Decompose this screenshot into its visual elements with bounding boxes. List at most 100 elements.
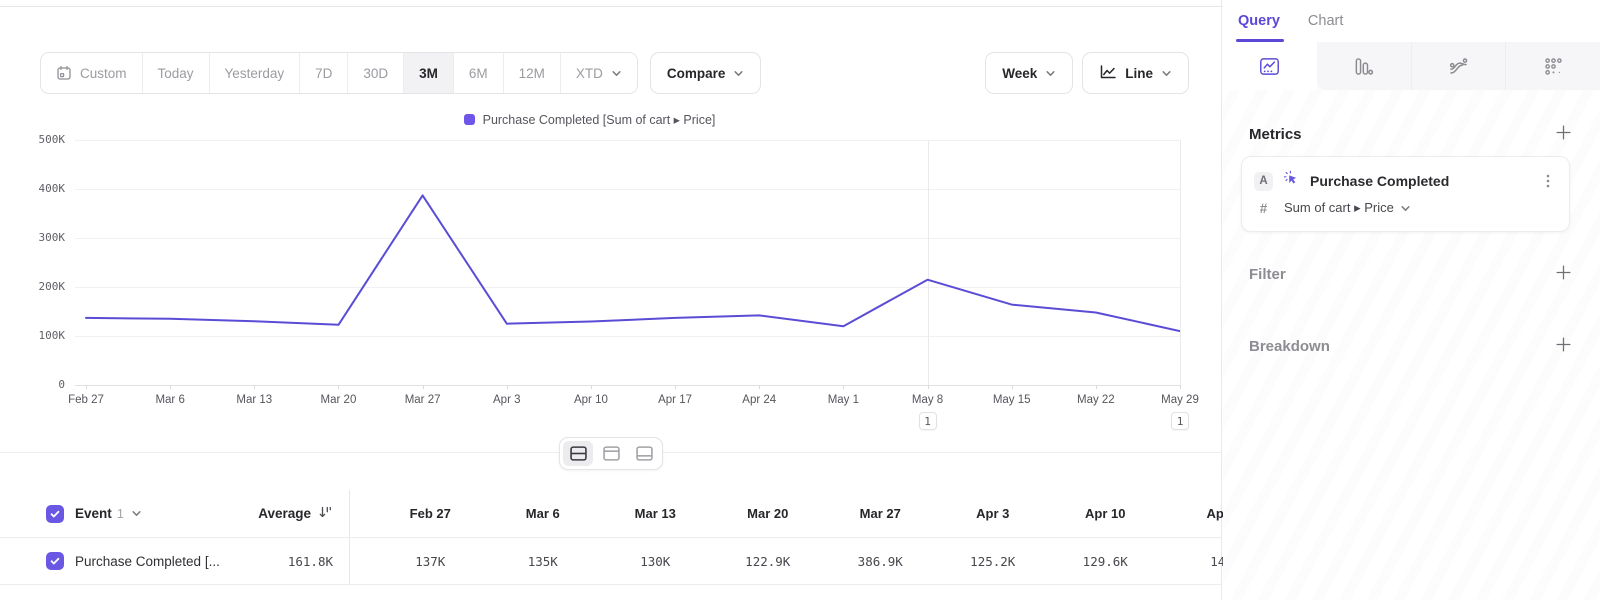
metrics-title: Metrics bbox=[1249, 125, 1302, 143]
line-chart-plot[interactable]: 0 100K 200K 300K 400K 500K Feb 27 Mar 6 Mar 13 Ma… bbox=[39, 133, 1199, 430]
compare-button[interactable]: Compare bbox=[649, 52, 762, 94]
x-axis-label: May 22 bbox=[1076, 394, 1115, 406]
range-12m[interactable]: 12M bbox=[503, 53, 561, 93]
tab-query[interactable]: Query bbox=[1236, 0, 1284, 42]
metrics-header: Metrics bbox=[1249, 122, 1574, 146]
filter-title: Filter bbox=[1249, 265, 1286, 283]
date-column-header[interactable]: Apr 3 bbox=[976, 506, 1010, 521]
layout-split-view-button[interactable] bbox=[563, 441, 593, 466]
x-axis-label: Mar 13 bbox=[236, 394, 273, 406]
table-row-left: Purchase Completed [... 161.8K bbox=[0, 538, 350, 584]
cell-value: 137K bbox=[415, 553, 446, 569]
row-values: 137K 135K 130K 122.9K 386.9K 125.2K 129.6K 14 bbox=[374, 553, 1225, 569]
range-today[interactable]: Today bbox=[142, 53, 210, 93]
panel-tabs: Query Chart bbox=[1223, 0, 1600, 42]
select-all-checkbox[interactable] bbox=[46, 504, 64, 523]
legend-label: Purchase Completed [Sum of cart ▸ Price] bbox=[482, 113, 716, 127]
plus-icon bbox=[1555, 124, 1572, 144]
x-axis-tick bbox=[759, 385, 761, 389]
y-axis-label: 500K bbox=[38, 133, 66, 146]
property-selector[interactable]: Sum of cart ▸ Price bbox=[1284, 200, 1411, 216]
range-3m[interactable]: 3M bbox=[404, 53, 454, 93]
metric-card[interactable]: A Purchase Completed # Sum of cart ▸ Pri… bbox=[1241, 156, 1570, 232]
compare-label: Compare bbox=[666, 65, 726, 81]
range-30d[interactable]: 30D bbox=[348, 53, 405, 93]
x-axis-tick bbox=[590, 385, 592, 389]
chart-legend[interactable]: Purchase Completed [Sum of cart ▸ Price] bbox=[0, 112, 1179, 127]
range-7d[interactable]: 7D bbox=[300, 53, 349, 93]
chart-type-button[interactable]: Line bbox=[1082, 52, 1189, 94]
table-row[interactable]: Purchase Completed [... 161.8K 137K 135K 1… bbox=[0, 538, 1225, 585]
date-range-picker: Custom Today Yesterday 7D 30D 3M 6M 12M XTD bbox=[40, 52, 638, 94]
row-series-name: Purchase Completed [... bbox=[75, 553, 220, 569]
sort-descending-icon bbox=[318, 505, 333, 522]
range-xtd[interactable]: XTD bbox=[560, 53, 637, 93]
date-column-header[interactable]: Apr 10 bbox=[1085, 506, 1126, 521]
chart-type-retention-grid[interactable] bbox=[1505, 42, 1600, 90]
range-yesterday[interactable]: Yesterday bbox=[209, 53, 301, 93]
annotation-count-badge[interactable]: 1 bbox=[918, 412, 937, 430]
query-panel: Query Chart Metrics A Purchase Completed… bbox=[1223, 0, 1600, 600]
x-axis-tick bbox=[927, 385, 929, 389]
y-axis-label: 200K bbox=[38, 280, 66, 293]
chevron-down-icon bbox=[1045, 68, 1056, 79]
kebab-menu-icon[interactable] bbox=[1539, 171, 1557, 191]
x-axis-tick bbox=[1095, 385, 1097, 389]
date-column-header[interactable]: Mar 13 bbox=[634, 506, 676, 521]
series-letter-badge: A bbox=[1254, 171, 1273, 191]
range-custom[interactable]: Custom bbox=[41, 53, 143, 93]
add-filter-button[interactable] bbox=[1553, 262, 1574, 286]
bar-chart-icon bbox=[1353, 56, 1374, 77]
event-spark-icon bbox=[1283, 170, 1300, 192]
metric-card-row1: A Purchase Completed bbox=[1242, 157, 1569, 192]
cell-value: 130K bbox=[640, 553, 671, 569]
x-axis-tick bbox=[1011, 385, 1013, 389]
x-axis-tick bbox=[338, 385, 340, 389]
insights-line-icon bbox=[1259, 56, 1280, 77]
range-6m[interactable]: 6M bbox=[453, 53, 504, 93]
granularity-button[interactable]: Week bbox=[985, 52, 1074, 94]
date-column-header[interactable]: Feb 27 bbox=[409, 506, 451, 521]
layout-table-only-button[interactable] bbox=[629, 441, 659, 466]
annotation-count-badge[interactable]: 1 bbox=[1171, 412, 1189, 430]
row-checkbox[interactable] bbox=[46, 552, 64, 570]
add-metric-button[interactable] bbox=[1553, 122, 1574, 146]
annotation-line bbox=[1180, 140, 1181, 385]
tab-chart[interactable]: Chart bbox=[1307, 13, 1344, 29]
chart-type-bar-chart[interactable] bbox=[1316, 42, 1411, 90]
gridline bbox=[75, 140, 1180, 141]
chart-type-insights-line[interactable] bbox=[1223, 42, 1317, 90]
chart-type-flow[interactable] bbox=[1410, 42, 1506, 90]
event-count: 1 bbox=[116, 506, 124, 521]
date-column-header[interactable]: Mar 20 bbox=[747, 506, 789, 521]
x-axis-label: May 1 bbox=[827, 394, 860, 406]
average-column-header[interactable]: Average bbox=[258, 505, 333, 522]
legend-swatch bbox=[463, 114, 475, 125]
retention-grid-icon bbox=[1543, 56, 1564, 77]
chevron-down-icon[interactable] bbox=[131, 508, 142, 519]
x-axis-label: Apr 10 bbox=[573, 394, 608, 406]
x-axis-tick bbox=[1180, 385, 1181, 389]
metric-name: Purchase Completed bbox=[1310, 173, 1450, 189]
filter-header: Filter bbox=[1249, 262, 1574, 286]
x-axis-tick bbox=[506, 385, 508, 389]
date-column-header[interactable]: Mar 6 bbox=[525, 506, 560, 521]
x-axis-tick bbox=[86, 385, 87, 389]
x-axis-label: Mar 20 bbox=[320, 394, 357, 406]
gridline bbox=[75, 238, 1180, 239]
x-axis-tick bbox=[843, 385, 845, 389]
x-axis-tick bbox=[170, 385, 172, 389]
x-axis-tick bbox=[422, 385, 424, 389]
add-breakdown-button[interactable] bbox=[1553, 334, 1574, 358]
gridline bbox=[75, 287, 1180, 288]
layout-chart-only-button[interactable] bbox=[596, 441, 626, 466]
chevron-down-icon bbox=[1400, 203, 1411, 214]
date-column-header[interactable]: Mar 27 bbox=[859, 506, 901, 521]
table-header-row: Event 1 Average Feb 27 Mar 6 Mar 13 Mar 20 M… bbox=[0, 490, 1229, 538]
granularity-label: Week bbox=[1002, 65, 1038, 81]
x-axis-tick bbox=[254, 385, 256, 389]
x-axis-label: Apr 24 bbox=[742, 394, 777, 406]
cell-value: 122.9K bbox=[745, 553, 791, 569]
toolbar-right-group: Week Line bbox=[985, 52, 1189, 94]
